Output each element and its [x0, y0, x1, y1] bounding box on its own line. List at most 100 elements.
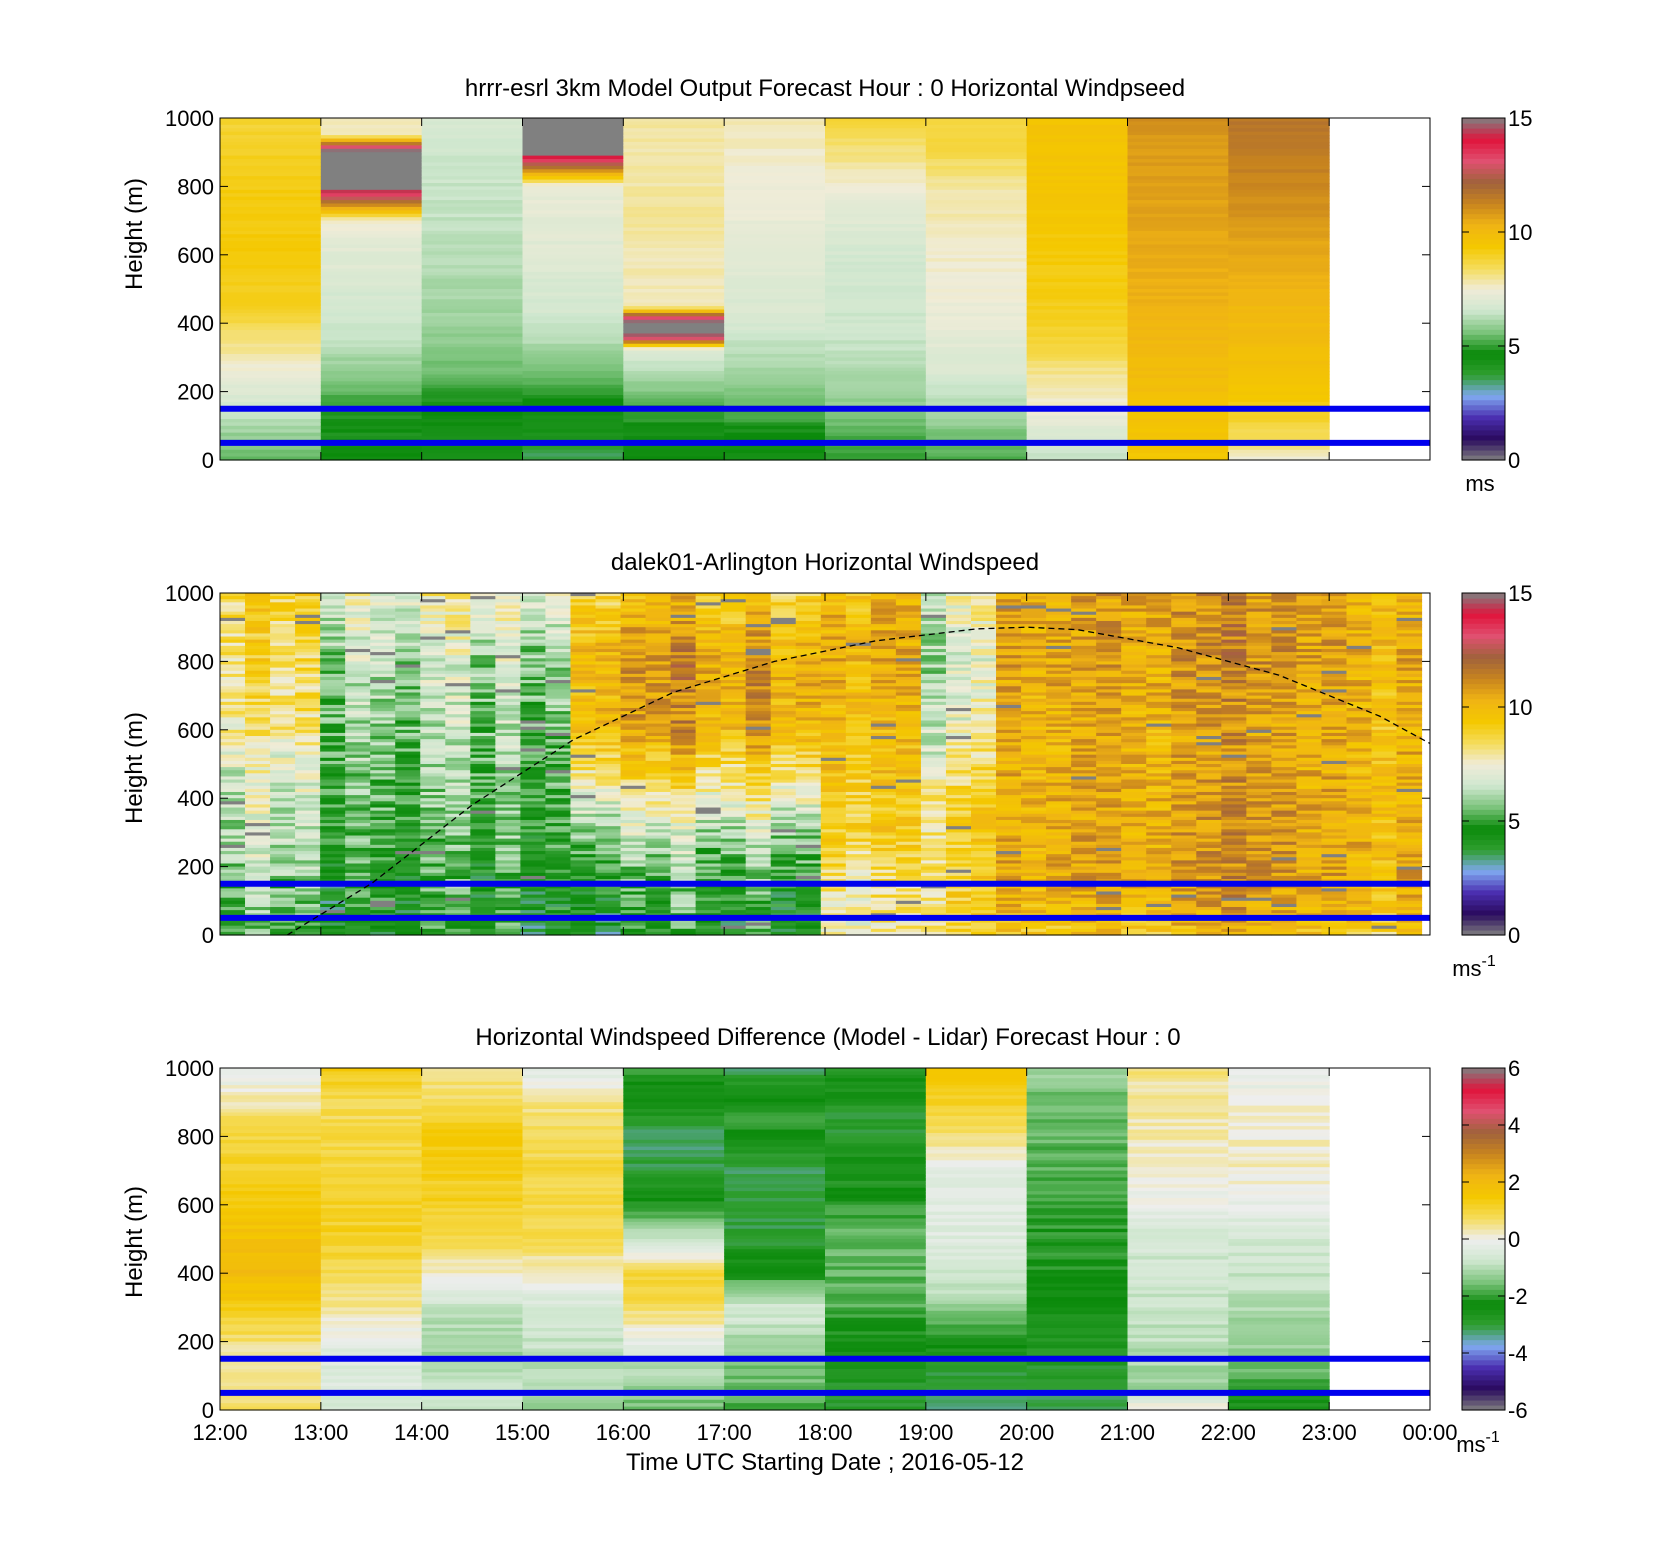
heatmap-cell — [695, 891, 722, 896]
heatmap-cell — [1026, 425, 1128, 430]
heatmap-cell — [345, 655, 371, 659]
heatmap-cell — [295, 891, 321, 896]
heatmap-cell — [245, 816, 271, 821]
heatmap-cell — [845, 872, 872, 877]
heatmap-cell — [320, 764, 346, 768]
heatmap-cell — [925, 200, 1028, 205]
heatmap-cell — [970, 617, 997, 622]
heatmap-cell — [470, 910, 496, 914]
heatmap-cell — [320, 611, 346, 616]
heatmap-cell — [920, 872, 947, 877]
heatmap-cell — [695, 829, 722, 833]
heatmap-cell — [770, 624, 797, 628]
heatmap-cell — [970, 614, 997, 619]
heatmap-cell — [720, 866, 747, 871]
heatmap-cell — [522, 432, 624, 437]
heatmap-cell — [1026, 282, 1128, 287]
heatmap-cell — [520, 804, 546, 809]
heatmap-cell — [996, 922, 1022, 927]
heatmap-cell — [623, 367, 725, 372]
heatmap-cell — [295, 785, 321, 790]
heatmap-cell — [1026, 182, 1128, 187]
heatmap-cell — [420, 925, 446, 930]
heatmap-cell — [945, 860, 972, 865]
heatmap-cell — [620, 732, 647, 737]
heatmap-cell — [220, 292, 322, 297]
heatmap-cell — [745, 692, 772, 697]
heatmap-cell — [320, 770, 346, 774]
heatmap-cell — [870, 903, 897, 908]
heatmap-cell — [825, 247, 927, 252]
heatmap-cell — [320, 748, 346, 753]
heatmap-cell — [724, 401, 826, 406]
heatmap-cell — [720, 608, 747, 613]
heatmap-cell — [570, 736, 596, 740]
heatmap-cell — [421, 323, 523, 328]
heatmap-cell — [370, 667, 396, 672]
heatmap-cell — [724, 234, 826, 239]
heatmap-cell — [320, 203, 423, 208]
heatmap-cell — [220, 791, 246, 796]
heatmap-cell — [695, 701, 722, 706]
heatmap-cell — [345, 829, 371, 833]
heatmap-cell — [295, 729, 321, 734]
heatmap-cell — [1228, 388, 1330, 393]
heatmap-cell — [724, 186, 826, 191]
heatmap-cell — [724, 213, 826, 218]
heatmap-cell — [895, 695, 922, 700]
heatmap-cell — [825, 422, 927, 427]
heatmap-cell — [925, 415, 1028, 420]
heatmap-cell — [920, 630, 947, 635]
heatmap-cell — [270, 807, 296, 812]
heatmap-cell — [1046, 720, 1072, 725]
heatmap-cell — [670, 835, 697, 840]
heatmap-cell — [320, 449, 423, 454]
heatmap-cell — [1228, 200, 1330, 205]
heatmap-cell — [545, 807, 571, 812]
heatmap-cell — [1026, 176, 1128, 181]
heatmap-cell — [845, 785, 872, 790]
heatmap-cell — [970, 652, 997, 656]
heatmap-cell — [623, 261, 725, 266]
heatmap-cell — [745, 636, 772, 641]
heatmap-cell — [1046, 854, 1072, 858]
heatmap-cell — [695, 773, 722, 778]
heatmap-cell — [1046, 835, 1072, 840]
heatmap-cell — [420, 776, 446, 781]
heatmap-cell — [370, 782, 396, 787]
heatmap-cell — [920, 910, 947, 914]
heatmap-cell — [1021, 903, 1047, 908]
heatmap-cell — [570, 708, 596, 712]
heatmap-cell — [1127, 289, 1229, 294]
heatmap-cell — [395, 810, 421, 815]
heatmap-cell — [295, 683, 321, 687]
heatmap-cell — [295, 732, 321, 737]
heatmap-cell — [1046, 919, 1072, 924]
heatmap-cell — [770, 732, 797, 737]
heatmap-cell — [1026, 258, 1128, 263]
heatmap-cell — [970, 885, 997, 889]
heatmap-cell — [820, 698, 847, 703]
heatmap-cell — [421, 292, 523, 297]
heatmap-cell — [220, 162, 322, 167]
heatmap-cell — [420, 673, 446, 678]
heatmap-cell — [370, 860, 396, 865]
heatmap-cell — [445, 832, 471, 837]
heatmap-cell — [745, 776, 772, 781]
heatmap-cell — [522, 251, 624, 256]
heatmap-cell — [945, 776, 972, 781]
heatmap-cell — [825, 182, 927, 187]
heatmap-cell — [1228, 159, 1330, 164]
heatmap-cell — [724, 312, 826, 317]
heatmap-cell — [623, 138, 725, 143]
heatmap-cell — [820, 723, 847, 728]
heatmap-cell — [645, 903, 672, 908]
heatmap-cell — [645, 798, 672, 802]
heatmap-cell — [770, 872, 797, 877]
heatmap-cell — [1021, 714, 1047, 718]
heatmap-cell — [695, 742, 722, 746]
heatmap-cell — [1127, 456, 1229, 461]
heatmap-cell — [445, 742, 471, 746]
heatmap-cell — [545, 860, 571, 865]
heatmap-cell — [845, 928, 872, 933]
